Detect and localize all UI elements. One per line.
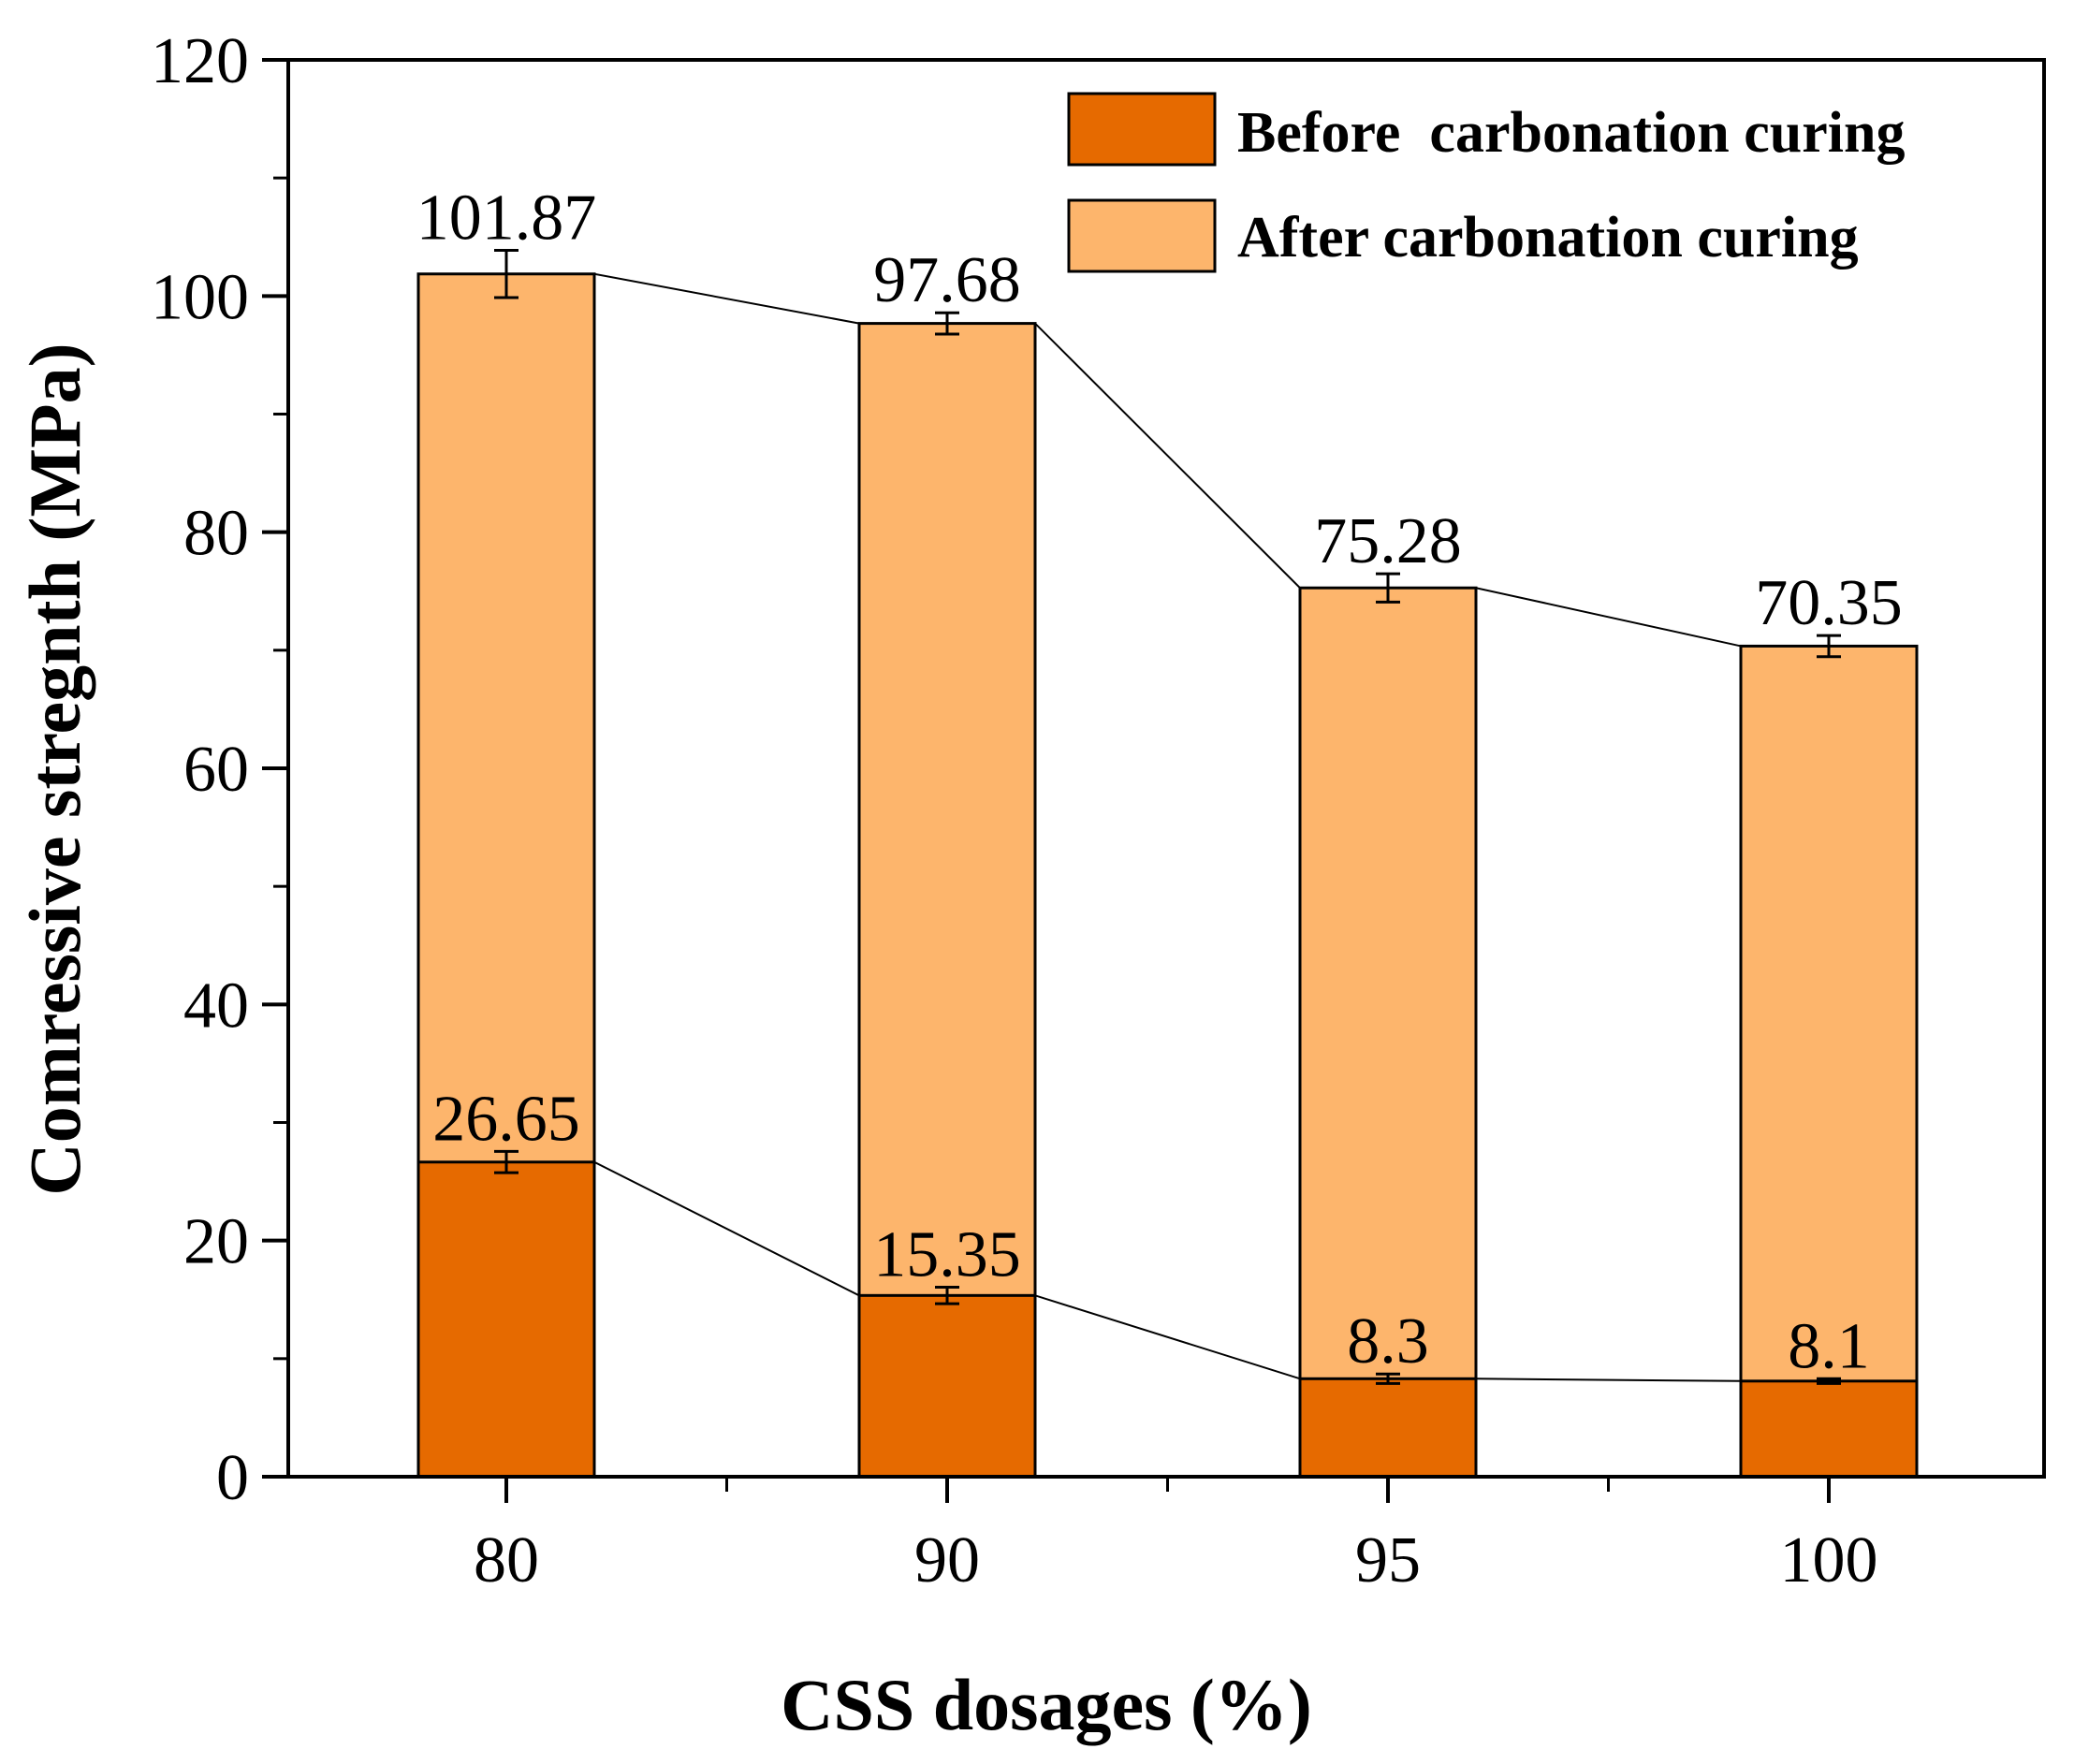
data-label-after-80: 101.87 — [416, 182, 597, 255]
legend-label-before: Before carbonation curing — [1237, 101, 1906, 165]
bar-after-90 — [857, 322, 1037, 1479]
y-tick-label-20: 20 — [183, 1206, 249, 1278]
legend-swatch-after — [1067, 198, 1217, 273]
error-bar-before-80 — [494, 1149, 518, 1174]
error-bar-before-95 — [1376, 1372, 1400, 1385]
bar-before-100 — [1739, 1379, 1919, 1479]
error-bar-after-80 — [494, 249, 518, 299]
y-tick-label-80: 80 — [183, 498, 249, 570]
y-tick-label-0: 0 — [216, 1442, 249, 1514]
data-label-before-80: 26.65 — [432, 1083, 580, 1155]
y-tick-label-60: 60 — [183, 734, 249, 806]
data-label-after-90: 97.68 — [873, 244, 1021, 316]
legend-swatch-before — [1067, 92, 1217, 167]
series-line-after — [418, 272, 1917, 648]
data-label-after-100: 70.35 — [1755, 567, 1903, 639]
data-label-before-90: 15.35 — [873, 1219, 1021, 1291]
bar-before-90 — [857, 1293, 1037, 1479]
x-tick-label-80: 80 — [474, 1524, 539, 1596]
data-label-before-100: 8.1 — [1788, 1310, 1870, 1382]
error-bar-before-90 — [935, 1286, 959, 1305]
x-tick-label-100: 100 — [1780, 1524, 1878, 1596]
error-bar-after-100 — [1817, 634, 1841, 659]
data-label-after-95: 75.28 — [1314, 505, 1462, 577]
bar-after-100 — [1739, 644, 1919, 1479]
bar-before-80 — [416, 1160, 596, 1479]
y-tick-label-40: 40 — [183, 969, 249, 1042]
error-bar-after-90 — [935, 311, 959, 336]
y-tick-label-100: 100 — [151, 261, 249, 333]
x-tick-label-95: 95 — [1355, 1524, 1421, 1596]
legend-label-after: After carbonation curing — [1237, 206, 1859, 270]
y-axis-title: Comressive stregnth (MPa) — [14, 343, 95, 1195]
series-line-before — [418, 1160, 1917, 1382]
x-axis-title: CSS dosages (%) — [781, 1664, 1312, 1745]
data-label-before-95: 8.3 — [1347, 1305, 1429, 1378]
x-tick-label-90: 90 — [914, 1524, 980, 1596]
error-bar-after-95 — [1376, 572, 1400, 604]
y-tick-label-120: 120 — [151, 25, 249, 97]
error-bar-before-100 — [1817, 1377, 1841, 1385]
bar-before-95 — [1298, 1377, 1478, 1479]
